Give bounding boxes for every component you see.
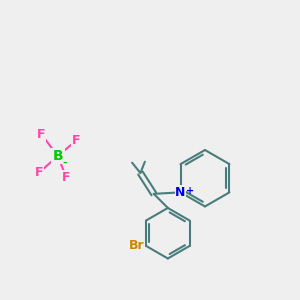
Text: F: F — [72, 134, 80, 147]
Text: F: F — [35, 166, 44, 179]
Text: F: F — [37, 128, 46, 141]
Text: Br: Br — [129, 239, 145, 252]
Text: N: N — [175, 186, 186, 199]
Text: F: F — [62, 171, 70, 184]
Text: +: + — [186, 186, 194, 196]
Text: B: B — [52, 149, 63, 163]
Text: -: - — [62, 158, 67, 167]
